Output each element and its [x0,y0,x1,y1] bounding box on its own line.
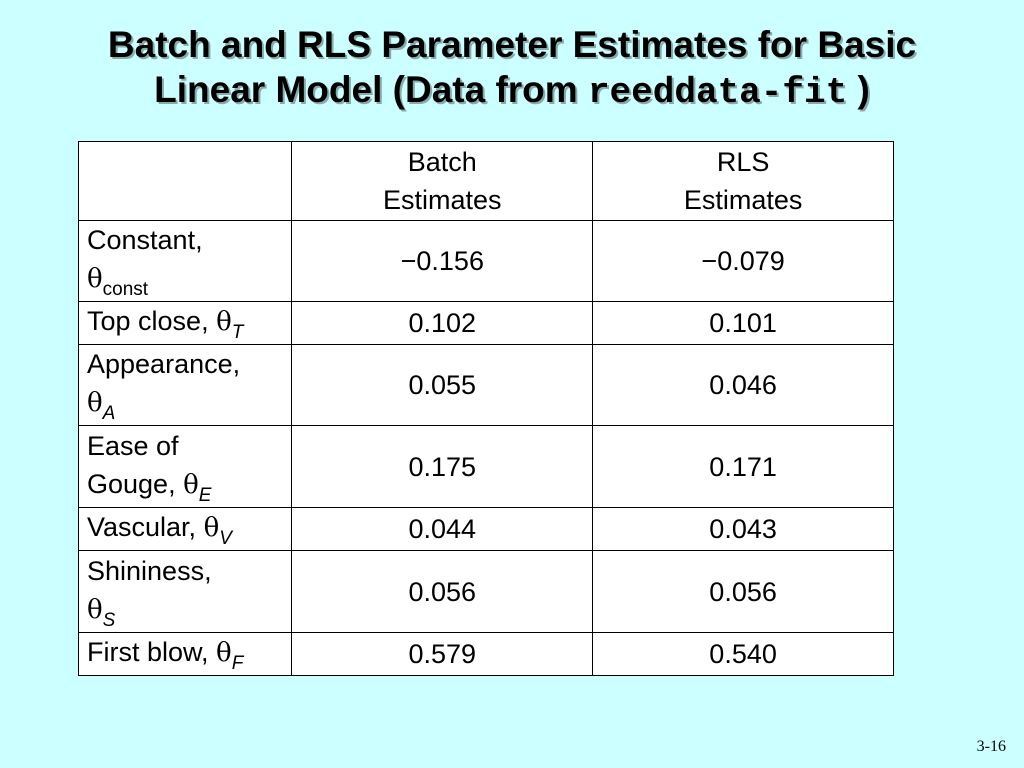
title-line-2-text: Linear Model (Data from [154,69,588,110]
theta-symbol: θ [216,638,232,668]
title-close: ) [847,69,870,110]
rls-estimate: 0.046 [592,344,894,426]
row-label-text-2: Gouge, [87,468,184,499]
theta-symbol: θ [203,513,220,543]
param-subscript: const [102,279,149,300]
rls-estimate: 0.171 [592,425,894,508]
batch-estimate: 0.056 [291,550,594,633]
batch-estimate: 0.044 [291,507,594,551]
table-header-row: Batch Estimates RLS Estimates [77,141,894,221]
theta-symbol: θ [87,264,103,294]
rls-estimate: −0.079 [592,220,894,302]
header-rls-line2: Estimates [683,185,803,215]
table-row: Constant, θconst −0.156 −0.079 [77,220,894,302]
title-line-2: Linear Model (Data from reeddata-fit ) [0,67,1024,115]
row-label-text: Appearance, [87,349,241,379]
table-row: Vascular, θV 0.044 0.043 [77,507,894,551]
header-rls: RLS Estimates [592,141,894,221]
row-label-shininess: Shininess, θS [77,550,293,633]
row-label-text: Top close, [87,306,217,336]
header-rls-line1: RLS [716,147,770,177]
estimates-table: Batch Estimates RLS Estimates Constant, … [77,141,894,676]
page-number: 3-16 [976,738,1006,755]
theta-symbol: θ [87,594,103,625]
param-subscript: E [198,484,212,506]
header-batch: Batch Estimates [291,141,594,221]
row-label-text: Ease of [87,430,179,461]
row-label-first-blow: First blow, θF [77,632,293,676]
slide-title: Batch and RLS Parameter Estimates for Ba… [0,22,1024,115]
row-label-text: Shininess, [87,555,212,586]
param-subscript: F [231,653,244,674]
row-label-param: θA [87,383,285,425]
row-label-text: First blow, [87,637,217,667]
param-subscript: V [219,528,232,549]
table-row: Shininess, θS 0.056 0.056 [77,550,894,633]
batch-estimate: 0.579 [291,632,594,676]
theta-symbol: θ [183,469,199,500]
rls-estimate: 0.540 [592,632,894,676]
table-row: Appearance, θA 0.055 0.046 [77,344,894,426]
row-label-text: Constant, [87,225,203,255]
row-label-ease-of-gouge: Ease of Gouge, θE [77,425,293,508]
row-label-param: θconst [87,259,285,301]
title-line-1: Batch and RLS Parameter Estimates for Ba… [107,24,917,65]
row-label-top-close: Top close, θT [77,301,293,345]
table-row: Ease of Gouge, θE 0.175 0.171 [77,425,894,508]
table-row: Top close, θT 0.102 0.101 [77,301,894,345]
header-batch-line2: Estimates [383,185,502,215]
theta-symbol: θ [87,388,103,418]
title-code: reeddata-fit [587,72,848,113]
row-label-text: Vascular, [87,512,204,542]
table-row: First blow, θF 0.579 0.540 [77,632,894,676]
theta-symbol: θ [216,307,232,337]
param-subscript: T [231,322,244,343]
batch-estimate: −0.156 [291,220,594,302]
param-subscript: A [102,403,116,424]
row-label-param: θS [87,590,285,632]
row-label-appearance: Appearance, θA [77,344,293,426]
rls-estimate: 0.056 [592,550,894,633]
row-label-param: Gouge, θE [87,465,285,507]
rls-estimate: 0.101 [592,301,894,345]
param-subscript: S [102,609,116,631]
batch-estimate: 0.102 [291,301,594,345]
row-label-vascular: Vascular, θV [77,507,293,551]
header-batch-line1: Batch [407,147,477,177]
batch-estimate: 0.175 [291,425,594,508]
batch-estimate: 0.055 [291,344,594,426]
rls-estimate: 0.043 [592,507,894,551]
header-corner-cell [77,141,293,221]
row-label-constant: Constant, θconst [77,220,293,302]
